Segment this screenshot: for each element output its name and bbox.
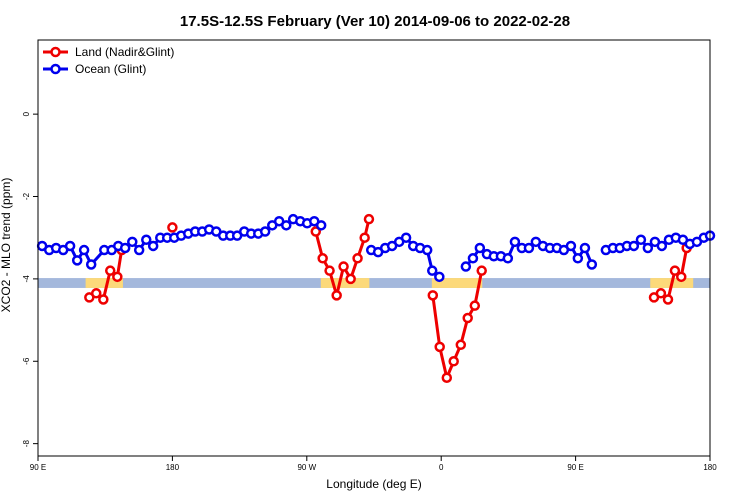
series-1-point	[586, 259, 598, 270]
series-1-point	[147, 240, 159, 252]
y-tick-label: 0	[22, 111, 31, 116]
legend: Land (Nadir&Glint) Ocean (Glint)	[43, 45, 174, 76]
legend-label-ocean: Ocean (Glint)	[75, 62, 146, 76]
x-tick-label: 90 E	[30, 463, 46, 472]
series-1-point	[281, 220, 292, 231]
series-1-point	[642, 242, 654, 254]
y-tick-label: -2	[22, 192, 31, 200]
chart-title: 17.5S-12.5S February (Ver 10) 2014-09-06…	[180, 13, 570, 30]
series-0-point	[427, 290, 439, 301]
series-0	[84, 213, 692, 383]
series-0-point	[112, 271, 123, 283]
series-0-point	[345, 273, 356, 285]
y-axis-label: XCO2 - MLO trend (ppm)	[0, 178, 13, 313]
y-axis: 0 -2 -4 -6 -8	[22, 111, 38, 447]
y-tick-label: -4	[22, 275, 31, 283]
series-0-point	[455, 339, 467, 351]
series-0-point	[317, 253, 328, 264]
legend-marker-land	[50, 46, 61, 58]
series-0-point	[669, 265, 681, 276]
legend-label-land: Land (Nadir&Glint)	[75, 45, 174, 59]
series-1-point	[315, 220, 327, 231]
series-0-point	[476, 265, 487, 276]
series-1	[36, 213, 716, 283]
series-1-point	[502, 253, 514, 264]
series-0-point	[98, 294, 109, 305]
series-1-point	[523, 242, 535, 254]
series-1-point	[127, 236, 138, 248]
series-0-point	[352, 253, 363, 264]
series-1-point	[71, 255, 83, 266]
series-1-point	[509, 236, 521, 248]
series-1-point	[141, 234, 152, 246]
series-0-point	[359, 232, 370, 243]
x-tick-label: 90 W	[297, 463, 316, 472]
y-tick-label: -6	[22, 357, 31, 365]
series-0-point	[310, 226, 322, 237]
series-0-point	[469, 300, 481, 311]
x-tick-label: 90 E	[567, 463, 583, 472]
series-layer	[36, 213, 716, 383]
series-1-point	[565, 240, 577, 252]
series-0-point	[338, 261, 349, 272]
series-0-point	[167, 222, 178, 233]
y-tick-label: -8	[22, 440, 31, 448]
series-1-point	[628, 240, 640, 252]
series-1-point	[579, 242, 591, 254]
series-1-point	[78, 244, 90, 256]
x-axis-label: Longitude (deg E)	[326, 477, 421, 491]
series-1-point	[133, 244, 145, 256]
series-0-point	[104, 265, 116, 276]
series-1-point	[434, 271, 445, 283]
strip-ocean	[38, 278, 710, 288]
series-1-point	[85, 259, 97, 270]
series-0-point	[324, 265, 335, 276]
series-0-point	[434, 341, 445, 353]
series-0-point	[331, 290, 342, 301]
strip-land-1	[320, 278, 370, 288]
series-0-point	[676, 271, 687, 283]
series-1-point	[64, 240, 76, 252]
series-0-point	[90, 288, 102, 299]
legend-marker-ocean	[50, 63, 61, 75]
strip-land-2	[431, 278, 483, 288]
series-1-point	[421, 244, 433, 256]
series-1-point	[572, 253, 584, 264]
x-tick-label: 0	[439, 463, 444, 472]
series-1-point	[467, 253, 479, 264]
strip-land-0	[85, 278, 123, 288]
series-0-point	[662, 294, 674, 305]
series-1-point	[474, 242, 486, 254]
series-1-point	[259, 226, 271, 237]
series-1-point	[426, 265, 438, 276]
series-0-point	[441, 372, 453, 383]
x-axis: 90 E 180 90 W 0 90 E 180	[30, 456, 717, 472]
series-1-point	[656, 240, 668, 252]
series-0-point	[363, 213, 375, 225]
surface-type-strip	[38, 278, 710, 288]
series-0-point	[655, 288, 667, 299]
series-1-point	[400, 232, 412, 243]
series-0-point	[462, 312, 473, 324]
x-tick-label: 180	[166, 463, 180, 472]
x-tick-label: 180	[703, 463, 717, 472]
series-1-point	[119, 242, 131, 254]
series-1-point	[635, 234, 647, 246]
series-1-point	[460, 261, 472, 272]
plot-frame	[37, 39, 711, 457]
series-0-point	[448, 356, 459, 367]
